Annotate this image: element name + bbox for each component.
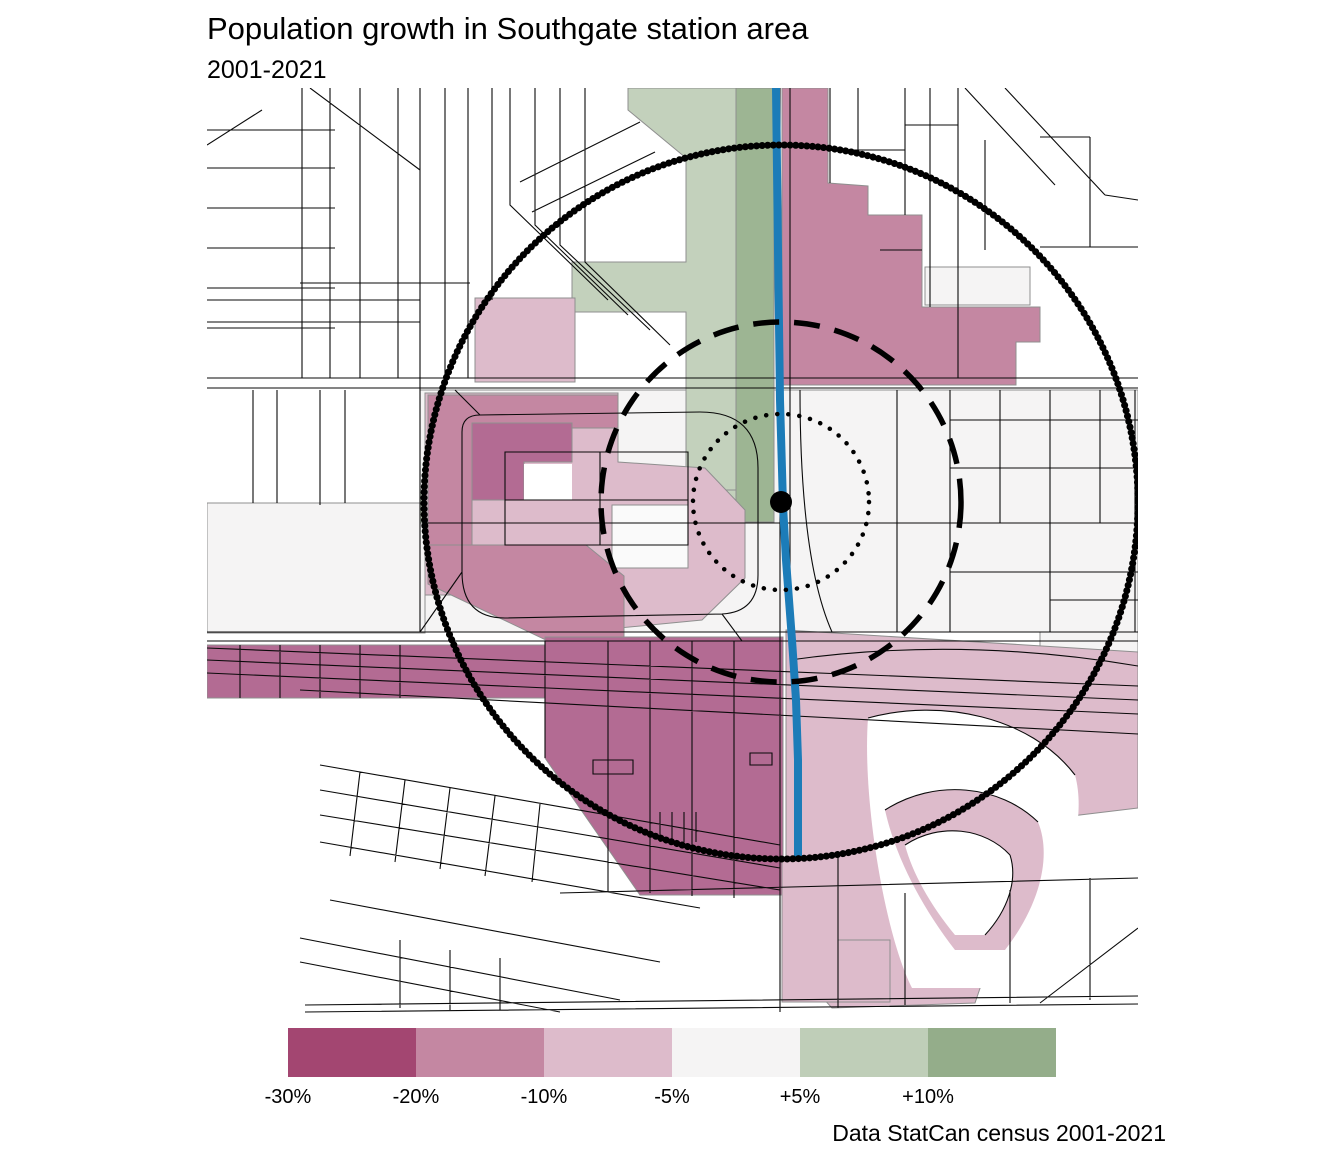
buffer-rings [420, 141, 1138, 863]
legend-swatch [928, 1028, 1056, 1077]
census-area [611, 504, 689, 569]
legend-label: +5% [779, 1086, 821, 1108]
census-area [207, 502, 426, 634]
street-network-lines [207, 88, 1138, 1013]
legend-label: +10% [902, 1086, 954, 1108]
legend-swatch [416, 1028, 544, 1077]
inner-walkshed-ring [690, 411, 872, 593]
source-caption: Data StatCan census 2001-2021 [832, 1120, 1166, 1146]
legend-swatch [672, 1028, 800, 1077]
census-area [924, 266, 1031, 306]
census-polygons [207, 88, 1138, 1009]
page-subtitle: 2001-2021 [207, 56, 327, 84]
legend-label: -30% [264, 1086, 312, 1108]
census-area [735, 88, 775, 523]
legend-label: -20% [392, 1086, 440, 1108]
legend-label: -5% [654, 1086, 690, 1108]
outer-walkshed-ring [420, 141, 1138, 863]
legend-swatch [544, 1028, 672, 1077]
station-marker [770, 491, 792, 513]
legend-swatches [288, 1028, 1056, 1077]
census-area [781, 88, 1041, 386]
legend-label: -10% [520, 1086, 568, 1108]
page-title: Population growth in Southgate station a… [207, 11, 809, 46]
legend-swatch [800, 1028, 928, 1077]
legend-labels: -30% -20% -10% -5% +5% +10% [265, 1086, 1068, 1112]
census-area [471, 422, 573, 501]
legend-swatch [288, 1028, 416, 1077]
census-area [207, 644, 559, 699]
street-network [207, 88, 1138, 1013]
census-area [474, 297, 576, 383]
transit-line [772, 88, 802, 857]
middle-walkshed-ring [598, 319, 964, 685]
census-area [524, 464, 572, 500]
